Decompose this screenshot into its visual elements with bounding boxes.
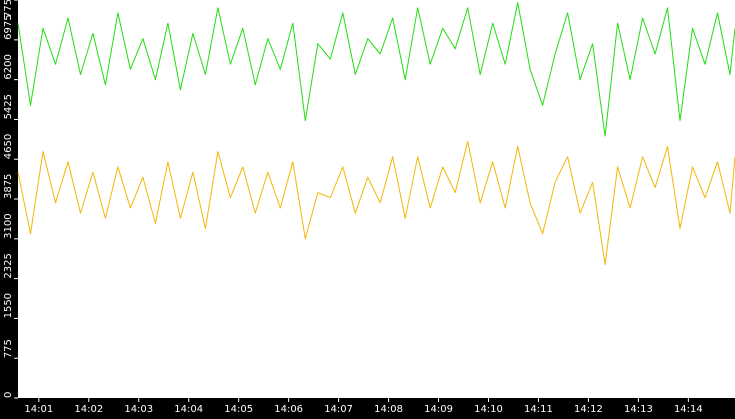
x-tick-label: 14:07 [324,404,353,415]
y-tick-label: 6975 [3,14,14,39]
x-tick-label: 14:02 [74,404,103,415]
series-layer [17,2,735,265]
series-line-2 [17,140,735,265]
x-tick-label: 14:05 [224,404,253,415]
y-tick-label: 3100 [3,213,14,238]
x-tick-label: 14:01 [24,404,53,415]
y-tick-label: 1550 [3,293,14,318]
y-tick-label: 775 [3,339,14,358]
y-tick-label: 0 [3,392,14,398]
x-tick-label: 14:03 [124,404,153,415]
x-tick-label: 14:12 [574,404,603,415]
x-tick-label: 14:14 [674,404,703,415]
plot-area [18,0,735,398]
x-tick-label: 14:09 [424,404,453,415]
x-tick-label: 14:08 [374,404,403,415]
x-tick-label: 14:11 [524,404,553,415]
y-tick-label: 6200 [3,54,14,79]
y-tick-label: 5425 [3,94,14,119]
y-tick-label: 4650 [3,134,14,159]
y-tick-label: 3875 [3,174,14,199]
y-tick-label: 2325 [3,253,14,278]
series-line-1 [17,2,735,137]
x-axis: 14:01 14:02 14:03 14:04 14:05 14:06 14:07 14:08… [24,398,703,415]
x-tick-label: 14:04 [174,404,203,415]
x-tick-label: 14:13 [624,404,653,415]
y-tick-label: 7751 [3,0,14,18]
x-tick-label: 14:06 [274,404,303,415]
x-tick-label: 14:10 [474,404,503,415]
